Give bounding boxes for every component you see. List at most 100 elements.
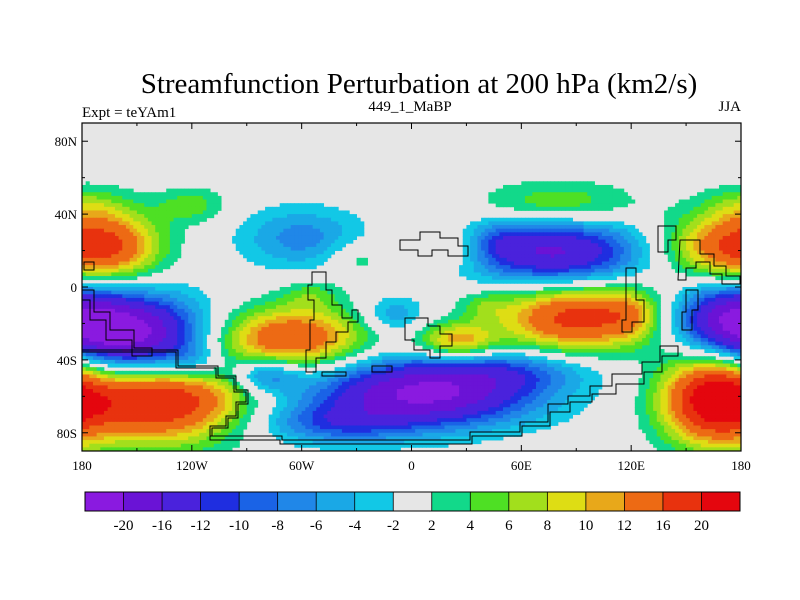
contour-cell bbox=[206, 199, 211, 204]
contour-cell bbox=[623, 323, 628, 328]
contour-cell bbox=[111, 203, 116, 208]
contour-cell bbox=[206, 316, 211, 321]
contour-cell bbox=[557, 305, 562, 310]
contour-cell bbox=[484, 268, 489, 273]
contour-cell bbox=[272, 228, 277, 233]
contour-cell bbox=[722, 294, 727, 299]
contour-cell bbox=[583, 195, 588, 200]
contour-cell bbox=[341, 305, 346, 310]
contour-cell bbox=[301, 305, 306, 310]
contour-cell bbox=[451, 308, 456, 313]
contour-cell bbox=[546, 312, 552, 317]
contour-cell bbox=[667, 243, 672, 248]
contour-cell bbox=[565, 235, 570, 241]
contour-cell bbox=[737, 334, 741, 339]
contour-cell bbox=[100, 239, 105, 244]
contour-cell bbox=[587, 250, 592, 255]
contour-cell bbox=[265, 225, 270, 230]
contour-cell bbox=[305, 210, 310, 215]
contour-cell bbox=[737, 312, 741, 317]
contour-cell bbox=[612, 297, 617, 302]
contour-cell bbox=[268, 210, 273, 215]
contour-cell bbox=[612, 199, 617, 204]
contour-cell bbox=[89, 192, 94, 197]
contour-cell bbox=[605, 308, 610, 313]
contour-cell bbox=[82, 221, 87, 226]
contour-cell bbox=[510, 254, 515, 259]
contour-cell bbox=[678, 239, 683, 244]
contour-cell bbox=[265, 301, 270, 306]
contour-cell bbox=[579, 188, 584, 193]
contour-cell bbox=[488, 228, 493, 233]
contour-cell bbox=[579, 199, 584, 204]
contour-cell bbox=[103, 184, 109, 189]
contour-cell bbox=[103, 199, 109, 204]
contour-cell bbox=[730, 203, 735, 208]
contour-cell bbox=[177, 214, 182, 219]
contour-cell bbox=[107, 235, 112, 241]
contour-cell bbox=[459, 330, 464, 335]
contour-cell bbox=[528, 334, 533, 339]
contour-cell bbox=[510, 290, 515, 295]
contour-cell bbox=[719, 261, 724, 266]
contour-cell bbox=[719, 199, 724, 204]
contour-cell bbox=[503, 297, 508, 302]
contour-cell bbox=[590, 199, 595, 204]
contour-cell bbox=[645, 294, 650, 299]
contour-cell bbox=[177, 239, 182, 244]
contour-cell bbox=[620, 199, 625, 204]
contour-cell bbox=[206, 319, 211, 324]
contour-cell bbox=[492, 272, 497, 277]
contour-cell bbox=[554, 199, 559, 204]
contour-cell bbox=[616, 272, 621, 277]
contour-cell bbox=[319, 312, 325, 317]
contour-cell bbox=[191, 297, 196, 302]
contour-cell bbox=[671, 210, 676, 215]
contour-cell bbox=[557, 250, 562, 255]
contour-cell bbox=[415, 305, 420, 310]
contour-cell bbox=[155, 214, 160, 219]
contour-cell bbox=[711, 312, 716, 317]
contour-cell bbox=[726, 192, 731, 197]
contour-cell bbox=[82, 330, 87, 335]
contour-cell bbox=[503, 334, 508, 339]
contour-cell bbox=[89, 214, 94, 219]
contour-cell bbox=[276, 265, 281, 270]
contour-cell bbox=[638, 305, 643, 310]
contour-cell bbox=[257, 257, 262, 262]
contour-cell bbox=[565, 327, 570, 332]
contour-cell bbox=[338, 330, 343, 335]
contour-cell bbox=[561, 319, 566, 324]
contour-cell bbox=[261, 294, 266, 299]
contour-cell bbox=[576, 294, 581, 299]
contour-cell bbox=[85, 323, 90, 328]
contour-cell bbox=[554, 246, 559, 251]
contour-cell bbox=[107, 330, 112, 335]
contour-cell bbox=[539, 334, 544, 339]
contour-cell bbox=[323, 327, 328, 332]
contour-cell bbox=[136, 250, 141, 255]
contour-cell bbox=[341, 323, 346, 328]
contour-cell bbox=[111, 254, 116, 259]
contour-cell bbox=[667, 246, 672, 251]
contour-cell bbox=[265, 232, 270, 237]
contour-cell bbox=[265, 330, 270, 335]
contour-cell bbox=[261, 305, 266, 310]
contour-cell bbox=[319, 308, 325, 313]
contour-cell bbox=[173, 228, 178, 233]
contour-cell bbox=[543, 305, 548, 310]
contour-cell bbox=[550, 279, 555, 284]
contour-cell bbox=[565, 316, 570, 321]
contour-cell bbox=[162, 312, 167, 317]
contour-cell bbox=[678, 308, 683, 313]
contour-cell bbox=[517, 276, 522, 281]
contour-cell bbox=[499, 297, 504, 302]
contour-cell bbox=[312, 206, 317, 211]
contour-cell bbox=[605, 250, 610, 255]
contour-cell bbox=[287, 228, 292, 233]
contour-cell bbox=[316, 228, 321, 233]
contour-cell bbox=[693, 239, 698, 244]
contour-cell bbox=[514, 312, 519, 317]
contour-cell bbox=[305, 206, 310, 211]
contour-cell bbox=[528, 301, 533, 306]
